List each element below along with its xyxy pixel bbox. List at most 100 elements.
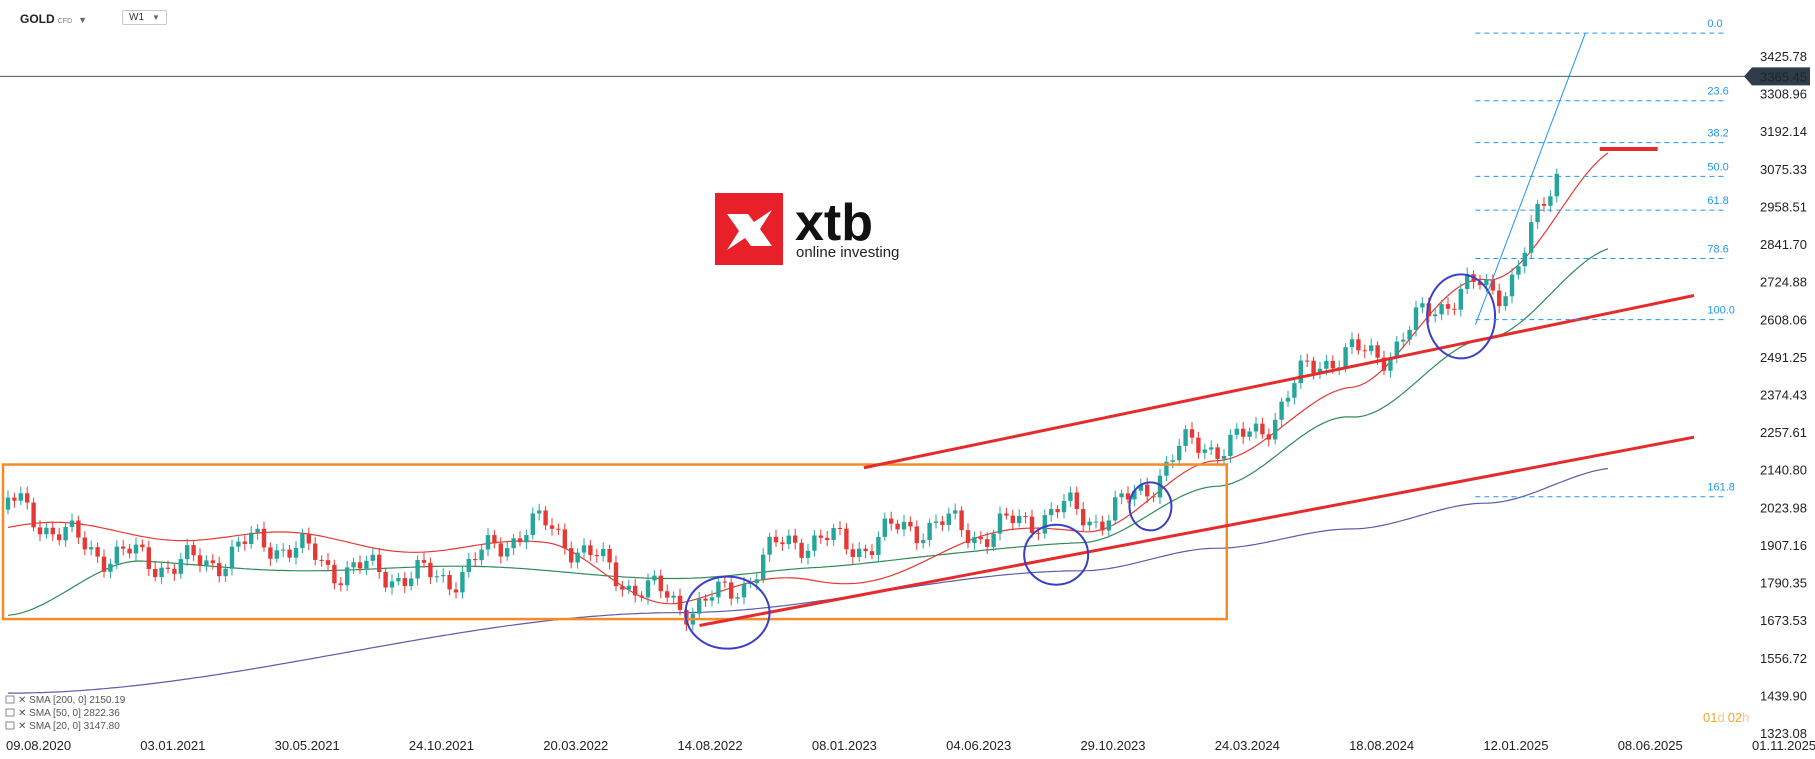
- candle: [1113, 490, 1118, 525]
- candle: [1452, 302, 1457, 316]
- candle-body: [831, 527, 836, 541]
- candle-body: [377, 554, 382, 572]
- candle: [101, 549, 107, 578]
- candle-body: [460, 571, 465, 593]
- candle: [1458, 283, 1463, 317]
- candle: [178, 552, 183, 579]
- candle-body: [620, 586, 625, 590]
- candle: [1369, 338, 1374, 356]
- candle-body: [863, 548, 868, 552]
- candle-body: [1074, 492, 1079, 510]
- candle-body: [1093, 521, 1099, 523]
- time-tick-label: 30.05.2021: [275, 738, 340, 753]
- candle: [1509, 267, 1515, 304]
- candle: [735, 593, 740, 604]
- price-tick-label: 3075.33: [1760, 162, 1807, 177]
- candle-body: [537, 510, 542, 514]
- candle-body: [1285, 397, 1291, 402]
- candle-body: [985, 539, 990, 547]
- symbol-selector[interactable]: GOLD CFD ▼: [20, 12, 87, 26]
- candle-body: [441, 574, 446, 577]
- candle: [447, 570, 452, 596]
- candle-body: [1145, 484, 1150, 497]
- candle-body: [204, 560, 209, 566]
- candle-body: [793, 535, 798, 543]
- candle: [997, 506, 1003, 541]
- candle: [511, 533, 516, 556]
- candle-body: [287, 549, 292, 558]
- candle-body: [1241, 428, 1246, 437]
- candle-body: [473, 558, 478, 561]
- candle: [786, 529, 791, 550]
- candle: [37, 520, 43, 542]
- candle-body: [338, 583, 343, 586]
- candle: [1516, 260, 1521, 280]
- price-tick-label: 2841.70: [1760, 237, 1807, 252]
- candle-body: [1157, 475, 1163, 498]
- candle: [63, 522, 68, 548]
- candle-body: [1535, 203, 1540, 223]
- candle-body: [882, 518, 887, 537]
- candle-body: [786, 535, 791, 545]
- candle: [1004, 507, 1009, 520]
- candle-body: [364, 560, 369, 569]
- price-tick-label: 2958.51: [1760, 199, 1807, 214]
- candle-body: [869, 551, 875, 556]
- candle-body: [1273, 419, 1278, 440]
- candle: [1023, 512, 1028, 524]
- candle: [530, 507, 535, 540]
- candle: [364, 555, 369, 576]
- candle: [709, 590, 715, 607]
- candle-body: [1042, 515, 1047, 534]
- candle: [1132, 484, 1137, 507]
- candle-body: [953, 510, 958, 514]
- candle-body: [1055, 509, 1060, 513]
- candle-body: [82, 537, 87, 550]
- candle-body: [901, 521, 907, 530]
- candle: [1407, 325, 1412, 346]
- candle-body: [1177, 445, 1182, 461]
- candle-body: [581, 545, 587, 553]
- candle: [255, 524, 260, 540]
- candle: [1177, 438, 1182, 467]
- candle: [31, 497, 36, 532]
- candle: [665, 584, 670, 603]
- candle-body: [799, 542, 804, 558]
- candle: [581, 538, 587, 559]
- candle-body: [57, 534, 62, 541]
- candle: [1292, 377, 1297, 405]
- candle-body: [1298, 360, 1303, 384]
- candle: [780, 536, 785, 552]
- candle-body: [1100, 521, 1105, 531]
- time-tick-label: 01.11.2025: [1752, 738, 1815, 753]
- candle-body: [1260, 423, 1265, 435]
- candle: [306, 527, 311, 551]
- candle: [549, 518, 555, 536]
- candle-body: [1164, 461, 1169, 476]
- candle-body: [575, 552, 580, 563]
- candle: [889, 511, 894, 531]
- candle: [1298, 354, 1303, 389]
- candle-body: [185, 545, 190, 560]
- candle: [652, 570, 657, 585]
- candle: [1362, 344, 1367, 359]
- candle: [44, 522, 49, 539]
- candle: [370, 548, 375, 566]
- candle: [1349, 332, 1355, 355]
- candle: [165, 560, 171, 574]
- candle: [921, 533, 926, 549]
- candle: [639, 591, 644, 602]
- candle: [946, 507, 951, 532]
- candle: [242, 535, 247, 551]
- candle: [377, 548, 382, 579]
- timeframe-selector[interactable]: W1 ▼: [122, 10, 167, 25]
- candle: [185, 538, 190, 566]
- time-tick-label: 20.03.2022: [543, 738, 608, 753]
- candle: [127, 543, 132, 559]
- candle: [492, 529, 497, 549]
- candle-body: [114, 546, 119, 564]
- candle-body: [12, 497, 17, 501]
- candle-body: [978, 537, 983, 540]
- candle-body: [1381, 357, 1387, 371]
